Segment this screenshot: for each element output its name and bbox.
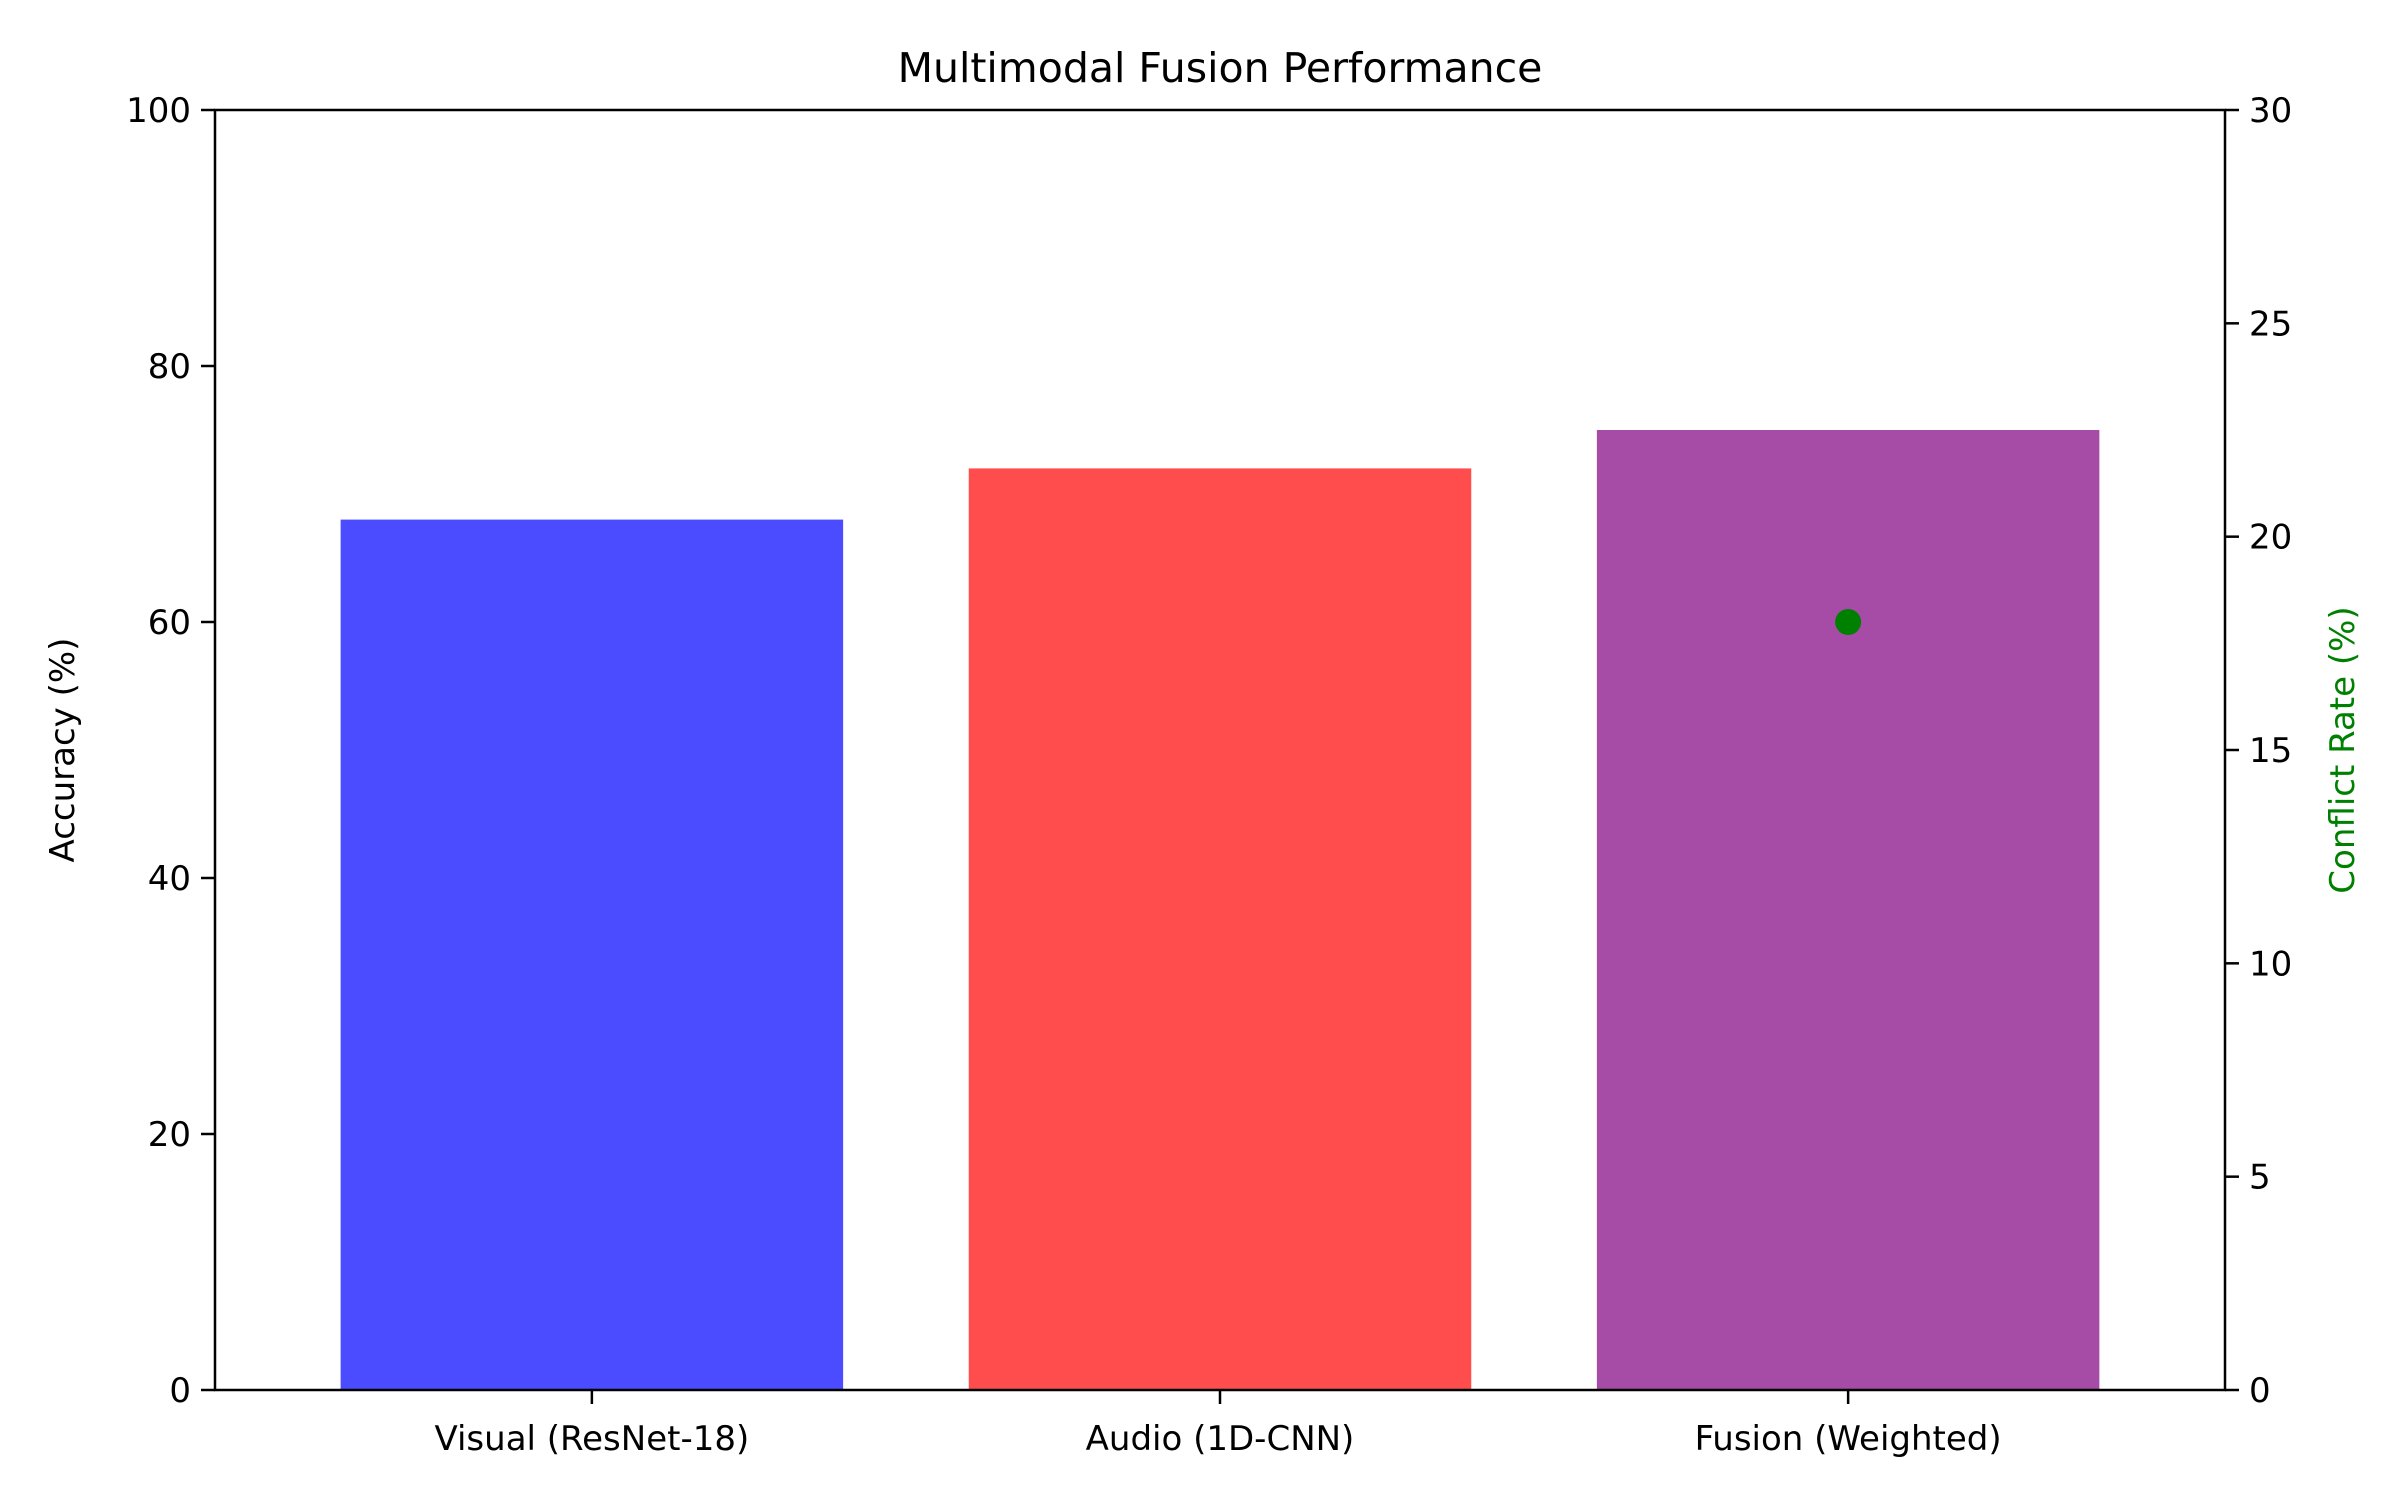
y2-tick-label-2: 10 [2249, 944, 2292, 984]
y2-tick-label-1: 5 [2249, 1158, 2271, 1198]
x-tick-label-2: Fusion (Weighted) [1695, 1419, 2002, 1459]
secondary-y-axis-label: Conflict Rate (%) [2323, 606, 2363, 893]
x-tick-label-0: Visual (ResNet-18) [434, 1419, 749, 1459]
bar-0 [340, 519, 844, 1390]
y-axis-label: Accuracy (%) [43, 638, 83, 863]
bar-group [340, 430, 2100, 1390]
conflict-rate-point-0 [1835, 609, 1862, 635]
right-axis: 0 5 10 15 20 25 30 [2225, 91, 2292, 1411]
y-tick-label-5: 100 [126, 91, 191, 131]
y-tick-label-1: 20 [148, 1115, 191, 1155]
left-axis: 0 20 40 60 80 100 [126, 91, 215, 1411]
y2-tick-label-0: 0 [2249, 1371, 2271, 1411]
point-group [1835, 609, 1862, 635]
x-tick-label-1: Audio (1D-CNN) [1086, 1419, 1355, 1459]
y2-tick-label-6: 30 [2249, 91, 2292, 131]
y2-tick-label-4: 20 [2249, 518, 2292, 558]
y-tick-label-2: 40 [148, 859, 191, 899]
y-tick-label-0: 0 [169, 1371, 191, 1411]
bar-1 [968, 468, 1472, 1390]
chart-title: Multimodal Fusion Performance [898, 44, 1543, 92]
y2-tick-label-3: 15 [2249, 731, 2292, 771]
x-axis: Visual (ResNet-18) Audio (1D-CNN) Fusion (… [434, 1390, 2002, 1459]
bar-2 [1596, 430, 2100, 1390]
y-tick-label-3: 60 [148, 603, 191, 643]
y2-tick-label-5: 25 [2249, 304, 2292, 344]
y-tick-label-4: 80 [148, 347, 191, 387]
